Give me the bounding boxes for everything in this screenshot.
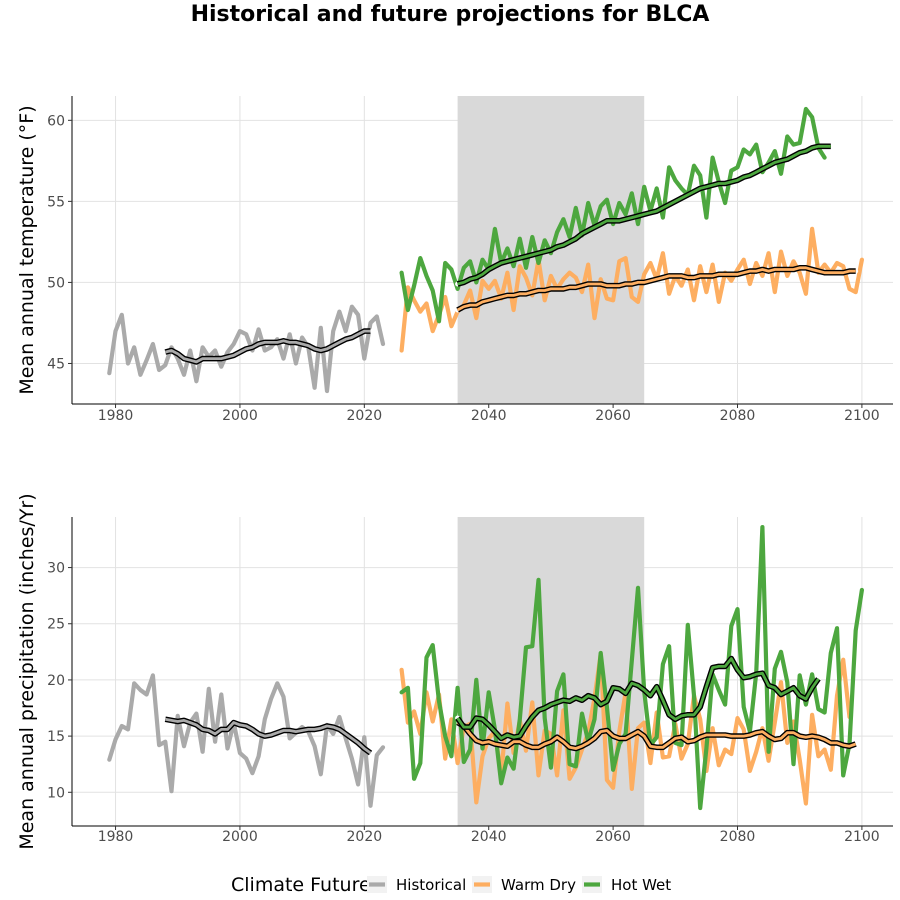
x-tick-label: 2100 [844, 829, 880, 845]
x-tick-label: 2040 [471, 408, 507, 424]
y-tick-label: 10 [47, 785, 65, 801]
smooth-fill-hot-wet [456, 657, 820, 740]
series-line-hot-wet [399, 106, 827, 324]
series-halo-historical [162, 328, 373, 365]
smooth-fill-hot-wet [457, 144, 831, 286]
smooth-fill-historical [165, 717, 372, 755]
legend-label: Historical [396, 876, 466, 894]
x-tick-label: 2080 [720, 408, 756, 424]
y-tick-label: 25 [47, 617, 65, 633]
y-tick-label: 15 [47, 729, 65, 745]
x-tick-label: 1980 [98, 408, 134, 424]
y-tick-label: 30 [47, 561, 65, 577]
chart-title: Historical and future projections for BL… [191, 2, 710, 27]
legend-title: Climate Future [231, 874, 371, 896]
y-tick-label: 60 [47, 113, 65, 129]
y-tick-label: 55 [47, 194, 65, 210]
x-tick-label: 2060 [595, 829, 631, 845]
y-tick-label: 45 [47, 356, 65, 372]
x-tick-label: 2000 [222, 829, 258, 845]
y-tick-label: 20 [47, 673, 65, 689]
smooth-outline-historical [164, 328, 371, 365]
precipitation-panel: 1980 2000 2020 2040 2060 2080 2100 10 15 20 25 30 Me… [16, 493, 893, 850]
y-tick-label: 50 [47, 275, 65, 291]
temperature-panel: 1980 2000 2020 2040 2060 2080 2100 45 50 55 60 Mean… [16, 96, 893, 424]
smooth-fill-historical [164, 329, 371, 364]
y-axis-label: Mean annual temperature (°F) [16, 105, 38, 394]
legend-label: Hot Wet [611, 876, 671, 894]
x-tick-label: 2060 [595, 408, 631, 424]
x-tick-label: 1980 [98, 829, 134, 845]
smooth-fill-warm-dry [456, 266, 856, 312]
smooth-fill-warm-dry [456, 721, 857, 750]
x-tick-label: 2020 [347, 408, 383, 424]
series-line-historical [107, 673, 386, 808]
x-tick-label: 2100 [844, 408, 880, 424]
series-line-historical [107, 304, 386, 394]
x-tick-label: 2040 [471, 829, 507, 845]
legend: Climate Future Historical Warm Dry Hot Wet [231, 874, 671, 896]
shaded-period [457, 517, 645, 826]
x-tick-label: 2000 [222, 408, 258, 424]
x-tick-label: 2020 [347, 829, 383, 845]
x-tick-label: 2080 [720, 829, 756, 845]
y-axis-label: Mean annual precipitation (inches/Yr) [16, 493, 38, 849]
series-smooth-historical [165, 330, 371, 363]
legend-label: Warm Dry [501, 876, 576, 894]
series-line-hot-wet [399, 524, 865, 811]
